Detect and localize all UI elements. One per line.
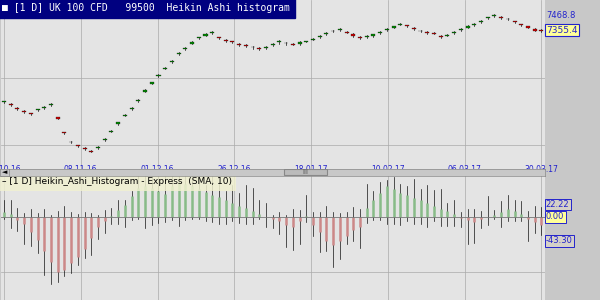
Bar <box>109 131 113 132</box>
Bar <box>150 82 154 84</box>
Bar <box>405 25 409 26</box>
Bar <box>237 44 241 45</box>
Bar <box>325 33 328 34</box>
Bar <box>365 36 369 37</box>
Bar <box>244 45 248 46</box>
Bar <box>311 39 315 40</box>
Bar <box>163 68 167 69</box>
Bar <box>412 28 416 29</box>
Bar <box>398 24 403 25</box>
Bar <box>157 74 161 76</box>
Bar <box>62 132 67 133</box>
Bar <box>16 108 19 109</box>
Bar <box>203 34 208 36</box>
Bar <box>291 44 295 45</box>
Bar <box>230 41 235 42</box>
Bar <box>116 122 120 124</box>
Bar <box>56 117 60 119</box>
Bar <box>499 17 503 18</box>
Bar <box>445 34 449 35</box>
Text: 22.22: 22.22 <box>546 200 569 209</box>
Bar <box>371 34 376 36</box>
Bar <box>452 32 456 33</box>
Bar <box>89 151 94 152</box>
Bar <box>472 24 476 25</box>
Bar <box>190 42 194 44</box>
Bar <box>29 113 33 114</box>
Bar <box>466 26 470 28</box>
Bar <box>277 41 281 42</box>
Bar <box>22 111 26 112</box>
Text: -43.30: -43.30 <box>546 236 573 245</box>
Text: ◄: ◄ <box>2 169 7 175</box>
Bar <box>479 21 483 22</box>
Bar <box>485 17 490 18</box>
Bar <box>392 26 395 28</box>
Bar <box>257 48 261 49</box>
Bar <box>493 15 496 16</box>
Bar <box>459 29 463 30</box>
Bar <box>512 21 517 22</box>
Bar <box>539 30 544 31</box>
Bar <box>2 101 6 103</box>
Bar <box>49 104 53 105</box>
Bar <box>519 24 523 25</box>
Bar <box>96 147 100 148</box>
Bar <box>378 32 382 33</box>
Bar <box>385 29 389 30</box>
Bar <box>42 106 46 108</box>
Bar <box>439 36 443 37</box>
Bar <box>130 108 134 109</box>
Text: – [1 D] Heikin_Ashi_Histogram - Express  (SMA, 10): – [1 D] Heikin_Ashi_Histogram - Express … <box>2 177 232 186</box>
Bar <box>103 139 107 140</box>
Text: 0.00: 0.00 <box>546 212 564 221</box>
Bar <box>170 61 174 62</box>
Bar <box>304 41 308 42</box>
Bar <box>224 40 227 41</box>
Bar <box>526 26 530 28</box>
Text: ■ [1 D] UK 100 CFD   99500  Heikin Ashi histogram: ■ [1 D] UK 100 CFD 99500 Heikin Ashi his… <box>2 3 290 13</box>
Bar <box>35 109 40 110</box>
FancyBboxPatch shape <box>284 169 327 175</box>
Bar <box>8 104 13 105</box>
Bar <box>210 32 214 33</box>
Text: III: III <box>302 169 308 175</box>
Bar <box>533 29 537 31</box>
Bar <box>251 46 254 47</box>
Bar <box>344 32 349 33</box>
Text: 7468.8: 7468.8 <box>546 11 575 20</box>
Bar <box>352 34 355 36</box>
Bar <box>432 33 436 34</box>
Bar <box>338 29 342 30</box>
Bar <box>358 37 362 38</box>
Bar <box>184 48 187 49</box>
Bar <box>123 115 127 116</box>
Bar <box>318 36 322 37</box>
Bar <box>425 32 429 33</box>
Text: 7355.4: 7355.4 <box>546 26 577 35</box>
Bar <box>136 100 140 101</box>
Bar <box>264 46 268 48</box>
Bar <box>83 148 86 149</box>
Bar <box>176 53 181 54</box>
Bar <box>271 44 275 45</box>
Bar <box>143 91 147 92</box>
